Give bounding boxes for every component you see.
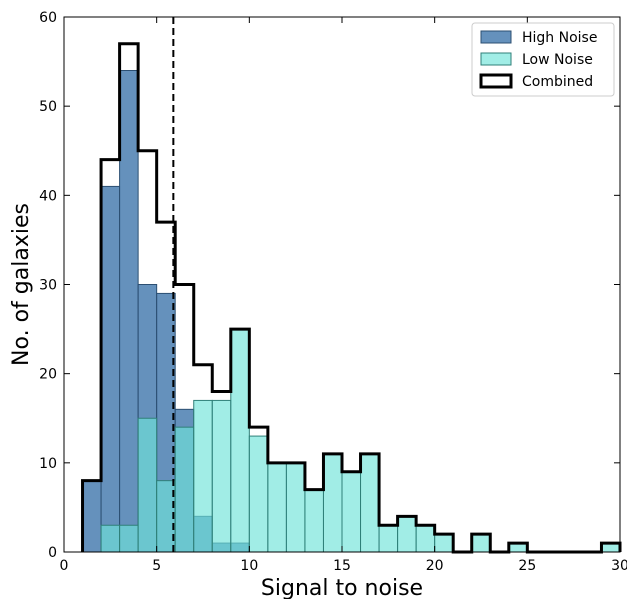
bar-low-noise-21 xyxy=(471,533,491,553)
bar-low-noise-12 xyxy=(304,489,324,553)
bar-high-noise-2 xyxy=(119,70,139,553)
bar-low-noise-16 xyxy=(378,524,399,553)
legend-label-2: Combined xyxy=(522,74,593,90)
bar-low-noise-8 xyxy=(230,328,250,553)
y-tick-label-40: 40 xyxy=(39,188,57,204)
legend: High Noise Low Noise Combined xyxy=(471,22,615,97)
legend-swatch-0 xyxy=(480,30,512,44)
legend-label-0: High Noise xyxy=(522,30,597,46)
x-tick-label-10: 10 xyxy=(240,558,258,574)
bar-low-noise-14 xyxy=(341,471,362,553)
bar-low-noise-10 xyxy=(267,462,287,553)
bar-low-noise-17 xyxy=(397,515,417,553)
bar-low-noise-7 xyxy=(211,399,232,553)
y-tick-label-20: 20 xyxy=(39,367,57,383)
y-tick-label-10: 10 xyxy=(39,456,57,472)
x-tick-label-30: 30 xyxy=(611,558,627,574)
x-tick-label-20: 20 xyxy=(426,558,444,574)
combined-step-line xyxy=(81,42,622,554)
bar-low-noise-13 xyxy=(322,453,343,553)
bar-low-noise-9 xyxy=(248,435,269,553)
bar-low-noise-1 xyxy=(100,524,121,553)
bar-high-noise-0 xyxy=(82,480,102,553)
bar-low-noise-19 xyxy=(434,533,454,553)
x-tick-label-15: 15 xyxy=(333,558,351,574)
bar-low-noise-3 xyxy=(137,417,158,553)
bar-low-noise-18 xyxy=(415,524,436,553)
y-tick-label-60: 60 xyxy=(39,10,57,26)
y-tick-label-50: 50 xyxy=(39,99,57,115)
y-tick-label-0: 0 xyxy=(48,545,57,561)
legend-swatch-1 xyxy=(480,52,512,66)
x-tick-label-5: 5 xyxy=(152,558,161,574)
bar-high-noise-1 xyxy=(100,185,121,553)
x-tick-label-25: 25 xyxy=(518,558,536,574)
x-axis-ticks: 0 5 10 15 20 25 30 xyxy=(60,17,627,574)
low-noise-bars xyxy=(100,328,621,553)
bar-low-noise-2 xyxy=(119,524,139,553)
x-tick-label-0: 0 xyxy=(60,558,69,574)
y-tick-label-30: 30 xyxy=(39,278,57,294)
bar-low-noise-15 xyxy=(360,453,380,553)
legend-label-1: Low Noise xyxy=(522,52,593,68)
bar-low-noise-5 xyxy=(174,426,195,553)
bar-low-noise-11 xyxy=(285,462,306,553)
x-axis-label: Signal to noise xyxy=(261,576,423,599)
y-axis-label: No. of galaxies xyxy=(9,203,34,366)
y-axis-ticks: 0 10 20 30 40 50 60 xyxy=(39,10,620,561)
bar-low-noise-6 xyxy=(193,399,213,553)
legend-swatch-2 xyxy=(479,73,513,89)
